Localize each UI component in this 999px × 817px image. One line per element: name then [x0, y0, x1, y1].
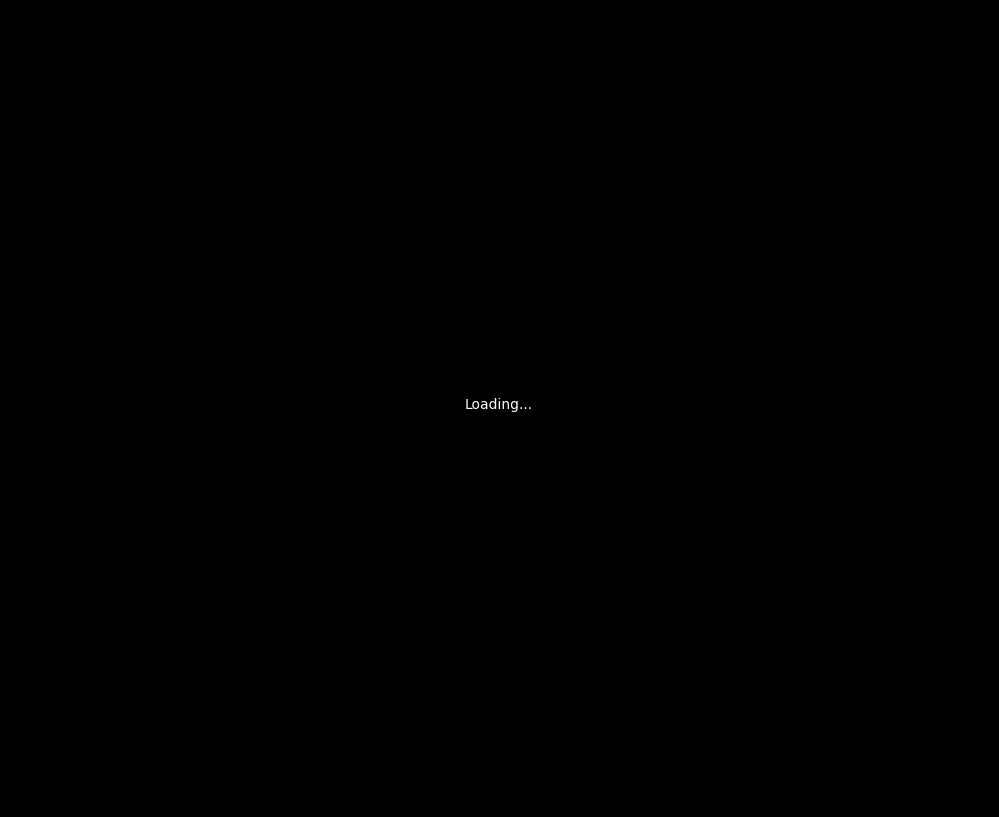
Text: Loading...: Loading...	[465, 398, 533, 412]
